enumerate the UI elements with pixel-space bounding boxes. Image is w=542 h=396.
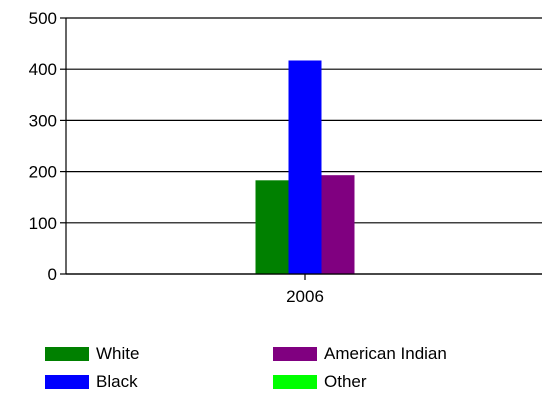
y-tick-label-300: 300 [29, 111, 57, 130]
bar-white-2006 [255, 180, 289, 274]
x-tick-label-2006: 2006 [286, 287, 324, 306]
y-tick-label-0: 0 [48, 265, 57, 284]
bar-black-2006 [288, 60, 322, 274]
y-tick-label-200: 200 [29, 163, 57, 182]
y-tick-label-400: 400 [29, 60, 57, 79]
y-tick-label-100: 100 [29, 214, 57, 233]
y-tick-label-500: 500 [29, 9, 57, 28]
bar-american-indian-2006 [321, 175, 355, 274]
